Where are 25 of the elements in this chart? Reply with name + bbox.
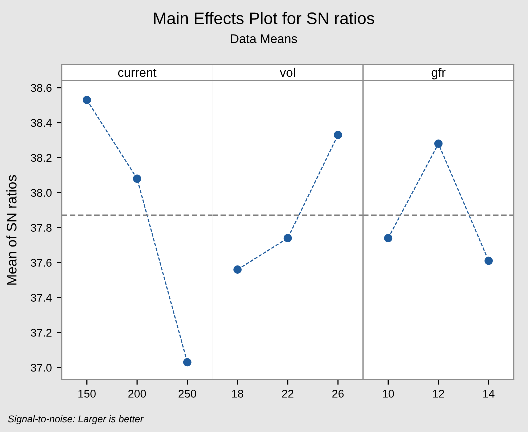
chart-title: Main Effects Plot for SN ratios <box>154 12 374 24</box>
chart-subtitle: Data Means <box>231 34 298 44</box>
legend-title: gfr <box>432 68 446 80</box>
y-tick-label: 37.0 <box>31 364 52 372</box>
text: Signal-to-noise: Larger is better <box>8 415 144 425</box>
x-tick-label: 250 <box>178 390 196 398</box>
legend-title: current <box>118 68 157 78</box>
x-tick-label: 12 <box>433 390 444 398</box>
y-tick-label: 38.6 <box>31 84 52 92</box>
y-tick-label: 37.4 <box>31 294 52 302</box>
y-tick-label: 37.2 <box>31 329 52 337</box>
y-tick-label: 38.0 <box>31 189 52 198</box>
legend-title: vol <box>280 68 296 78</box>
y-tick-label: 38.4 <box>31 119 52 128</box>
x-tick-label: 200 <box>128 390 146 398</box>
y-tick-label: 38.2 <box>31 154 52 162</box>
y-axis-title: Mean of SN ratios <box>6 175 17 285</box>
x-tick-label: 18 <box>232 390 244 398</box>
x-tick-label: 22 <box>282 390 294 398</box>
x-tick-label: 150 <box>78 390 96 398</box>
x-tick-label: 14 <box>484 390 495 398</box>
y-tick-label: 37.6 <box>31 259 52 267</box>
x-tick-label: 10 <box>383 390 394 398</box>
x-tick-label: 26 <box>332 390 344 398</box>
y-tick-label: 37.8 <box>31 224 52 232</box>
